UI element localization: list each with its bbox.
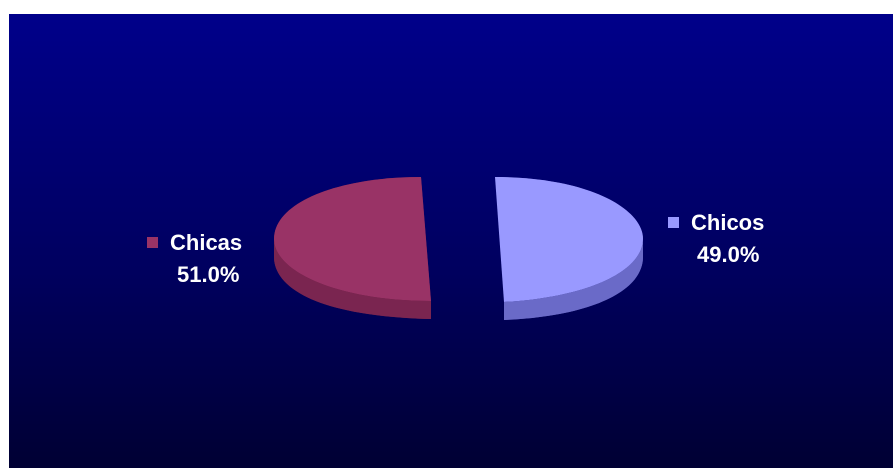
pie-chart bbox=[274, 177, 643, 320]
legend-swatch-chicas bbox=[147, 237, 158, 248]
pie-slice-chicas bbox=[274, 177, 431, 319]
slice-label-chicas: Chicas bbox=[170, 230, 243, 255]
slice-label-chicos: Chicos bbox=[691, 210, 765, 235]
chart-area: Chicas 51.0% Chicos 49.0% bbox=[9, 14, 893, 468]
slice-value-chicas: 51.0% bbox=[177, 262, 240, 287]
legend-swatch-chicos bbox=[668, 217, 679, 228]
pie-slice-chicos bbox=[495, 177, 643, 320]
slice-value-chicos: 49.0% bbox=[697, 242, 760, 267]
